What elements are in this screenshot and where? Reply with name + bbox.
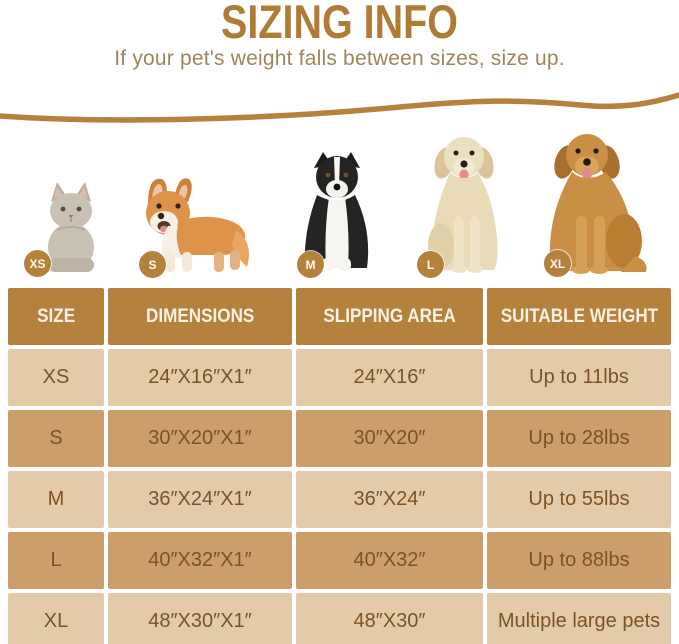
golden-retriever-icon bbox=[549, 134, 647, 274]
corgi-icon bbox=[146, 178, 249, 272]
border-collie-icon bbox=[304, 152, 369, 271]
table-cell-s-dimensions: 30″X20″X1″ bbox=[108, 410, 292, 467]
size-badge-m: M bbox=[297, 251, 324, 278]
table-cell-m-weight: Up to 55lbs bbox=[487, 471, 671, 528]
table-cell-xs-dimensions: 24″X16″X1″ bbox=[108, 349, 292, 406]
table-cell-m-slipping-area: 36″X24″ bbox=[296, 471, 483, 528]
column-header-dimensions: DIMENSIONS bbox=[108, 288, 292, 345]
column-header-size: SIZE bbox=[8, 288, 104, 345]
table-cell-xs-slipping-area: 24″X16″ bbox=[296, 349, 483, 406]
size-badge-s: S bbox=[139, 251, 166, 278]
table-cell-xl-slipping-area: 48″X30″ bbox=[296, 593, 483, 644]
corgi-illustration bbox=[128, 172, 256, 279]
table-cell-l-size: L bbox=[8, 532, 104, 589]
table-cell-xs-size: XS bbox=[8, 349, 104, 406]
table-cell-s-weight: Up to 28lbs bbox=[487, 410, 671, 467]
table-cell-l-weight: Up to 88lbs bbox=[487, 532, 671, 589]
table-cell-s-slipping-area: 30″X20″ bbox=[296, 410, 483, 467]
page-subtitle: If your pet's weight falls between sizes… bbox=[114, 47, 565, 70]
wave-divider bbox=[0, 92, 679, 123]
column-header-suitable-weight: SUITABLE WEIGHT bbox=[487, 288, 671, 345]
cat-icon bbox=[48, 182, 94, 272]
table-cell-xl-weight: Multiple large pets bbox=[487, 593, 671, 644]
table-cell-xs-weight: Up to 11lbs bbox=[487, 349, 671, 406]
table-cell-m-dimensions: 36″X24″X1″ bbox=[108, 471, 292, 528]
cat-illustration bbox=[33, 178, 109, 277]
table-cell-l-slipping-area: 40″X32″ bbox=[296, 532, 483, 589]
table-cell-s-size: S bbox=[8, 410, 104, 467]
table-cell-l-dimensions: 40″X32″X1″ bbox=[108, 532, 292, 589]
page-title: SIZING INFO bbox=[221, 0, 458, 48]
border-collie-illustration bbox=[293, 150, 379, 279]
size-badge-l: L bbox=[417, 251, 444, 278]
table-cell-m-size: M bbox=[8, 471, 104, 528]
size-badge-xs: XS bbox=[24, 250, 51, 277]
sizing-table: SIZE DIMENSIONS SLIPPING AREA SUITABLE W… bbox=[8, 288, 671, 644]
column-header-slipping-area: SLIPPING AREA bbox=[296, 288, 483, 345]
table-cell-xl-size: XL bbox=[8, 593, 104, 644]
table-cell-xl-dimensions: 48″X30″X1″ bbox=[108, 593, 292, 644]
size-badge-xl: XL bbox=[544, 250, 571, 277]
golden-retriever-illustration bbox=[535, 128, 649, 280]
